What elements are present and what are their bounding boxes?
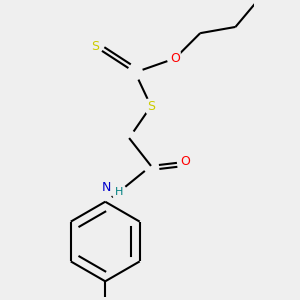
Text: S: S: [147, 100, 155, 113]
Text: N: N: [101, 181, 111, 194]
Text: O: O: [170, 52, 180, 65]
Text: O: O: [180, 155, 190, 168]
Text: H: H: [115, 187, 123, 197]
Text: S: S: [91, 40, 99, 53]
